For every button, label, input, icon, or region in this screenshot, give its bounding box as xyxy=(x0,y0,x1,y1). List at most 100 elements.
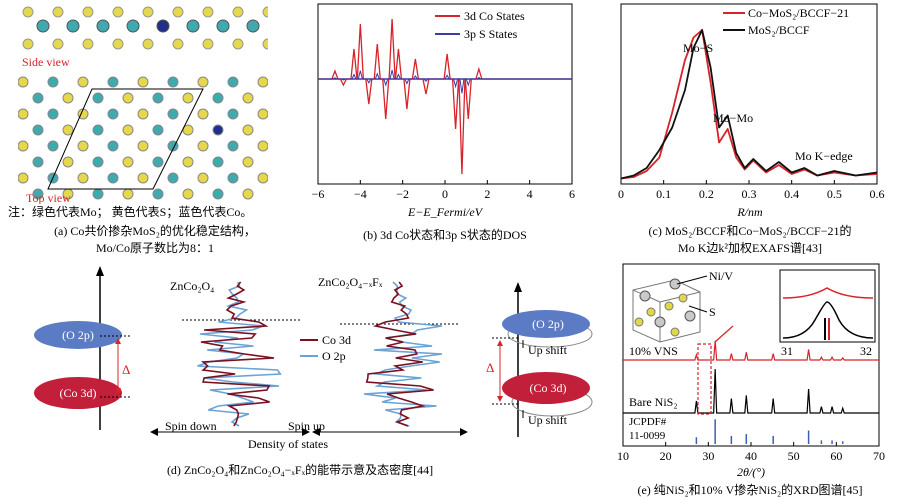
s-atom xyxy=(172,38,184,50)
lattice-atom xyxy=(197,108,209,120)
xrd-chart-svg: 10 20 30 40 50 60 70 Ni/V S 31 32 10 xyxy=(617,263,885,479)
crystal-structure-icon xyxy=(632,275,708,343)
lattice-atom xyxy=(137,76,149,88)
lattice-atom xyxy=(107,76,119,88)
exafs-x-axis-label: R/nm xyxy=(736,205,763,219)
lattice-atom xyxy=(92,188,104,200)
mo-atom xyxy=(186,19,200,33)
o2p-band-right xyxy=(502,310,590,338)
inset-x-31: 31 xyxy=(781,344,793,358)
band-dos-svg: (O 2p) (Co 3d) Δ ZnCo₂O₄ ZnCo₂O₄₋ₓFₓ Spi… xyxy=(34,266,593,451)
bare-nis2-xrd-line xyxy=(623,368,879,414)
dos-x-tick-label: 4 xyxy=(527,187,533,201)
panel-c-caption-1: (c) MoS₂/BCCF和Co−MoS₂/BCCF−21的 xyxy=(648,224,852,238)
legend-o2p-label: O 2p xyxy=(322,349,346,363)
s-atom xyxy=(22,6,34,18)
s-atom xyxy=(52,38,64,50)
lattice-atom xyxy=(77,140,89,152)
lattice-atom xyxy=(152,124,164,136)
panel-a-note: 注：绿色代表Mo； 黄色代表S；蓝色代表Co。 xyxy=(8,205,253,219)
s-atom xyxy=(202,6,214,18)
lattice-atom xyxy=(17,76,29,88)
legend-co-mos2-label: Co−MoS₂/BCCF−21 xyxy=(748,6,849,20)
lattice-atom xyxy=(32,156,44,168)
dos-title-left: ZnCo₂O₄ xyxy=(170,279,214,293)
legend-s-label: 3p S States xyxy=(464,27,518,41)
annotation-mo-mo: Mo−Mo xyxy=(713,111,753,125)
co3d-label-left: (Co 3d) xyxy=(60,386,97,400)
lattice-atom xyxy=(77,76,89,88)
o2p-dos-right xyxy=(363,281,443,427)
panel-e-caption: (e) 纯NiS₂和10% V掺杂NiS₂的XRD图谱[45] xyxy=(637,483,863,497)
lattice-atom xyxy=(257,76,269,88)
up-shift-label-1: Up shift xyxy=(528,343,568,357)
dos-plot-frame xyxy=(317,3,573,185)
xrd-x-tick-label: 70 xyxy=(873,449,885,463)
lattice-atom xyxy=(227,108,239,120)
lattice-atom xyxy=(62,124,74,136)
xrd-inset xyxy=(779,269,876,343)
exafs-x-tick-label: 0.2 xyxy=(699,187,714,201)
lattice-atom xyxy=(212,156,224,168)
s-atom xyxy=(112,38,124,50)
lattice-atom xyxy=(242,92,254,104)
lattice-atom xyxy=(167,76,179,88)
lattice-atom xyxy=(92,156,104,168)
xrd-x-axis-label: 2θ/(°) xyxy=(737,465,765,479)
density-of-states-label: Density of states xyxy=(248,437,328,451)
s-atom xyxy=(82,38,94,50)
co-states-line xyxy=(318,18,572,175)
lattice-atom xyxy=(17,140,29,152)
lattice-atom xyxy=(47,140,59,152)
lattice-atom xyxy=(77,172,89,184)
lattice-atom xyxy=(122,188,134,200)
lattice-atom xyxy=(92,92,104,104)
exafs-chart-svg: 0 0.1 0.2 0.3 0.4 0.5 0.6 Co−MoS₂/BCCF−21 MoS₂… xyxy=(618,3,885,219)
mos2-structure-figure: Side view Top view xyxy=(17,6,290,205)
lattice-atom xyxy=(122,124,134,136)
spin-down-label: Spin down xyxy=(165,419,217,433)
exafs-x-tick-label: 0.4 xyxy=(784,187,799,201)
exafs-x-tick-label: 0.5 xyxy=(827,187,842,201)
co3d-band-left xyxy=(34,377,122,409)
panel-c-exafs-chart: 0 0.1 0.2 0.3 0.4 0.5 0.6 Co−MoS₂/BCCF−21 MoS₂… xyxy=(605,2,895,227)
s-states-line xyxy=(318,69,572,94)
s-atom xyxy=(82,6,94,18)
panel-b-caption: (b) 3d Co状态和3p S状态的DOS xyxy=(363,228,527,242)
up-shift-label-2: Up shift xyxy=(528,413,568,427)
xrd-x-tick-label: 60 xyxy=(830,449,842,463)
lattice-atom xyxy=(257,108,269,120)
exafs-x-tick-label: 0.6 xyxy=(870,187,885,201)
dos-x-axis-label: E−E_Fermi/eV xyxy=(407,205,484,219)
co-atom xyxy=(156,19,170,33)
lattice-atom xyxy=(227,172,239,184)
lattice-atom xyxy=(152,188,164,200)
co3d-label-right: (Co 3d) xyxy=(530,381,567,395)
panel-d-band-dos: (O 2p) (Co 3d) Δ ZnCo₂O₄ ZnCo₂O₄₋ₓFₓ Spi… xyxy=(0,262,600,462)
lattice-atom xyxy=(227,140,239,152)
xrd-x-tick-label: 40 xyxy=(745,449,757,463)
legend-co-label: 3d Co States xyxy=(464,9,525,23)
lattice-atom xyxy=(257,172,269,184)
delta-right: Δ xyxy=(486,360,494,375)
exafs-x-tick-label: 0.1 xyxy=(656,187,671,201)
mo-atom xyxy=(216,19,230,33)
dos-x-tick-label: −6 xyxy=(312,187,325,201)
legend-co3d-label: Co 3d xyxy=(322,333,351,347)
dos-chart-svg: −6 −4 −2 0 2 4 6 3d Co States 3p S States E−E_… xyxy=(312,3,575,219)
o2p-label-right: (O 2p) xyxy=(532,317,564,331)
lattice-atom xyxy=(122,92,134,104)
dos-x-tick-label: −4 xyxy=(354,187,367,201)
bare-nis2-label: Bare NiS₂ xyxy=(629,395,678,409)
s-atom xyxy=(262,38,274,50)
peak-highlight-box xyxy=(697,343,712,415)
s-atom xyxy=(262,6,274,18)
mo-atom xyxy=(66,19,80,33)
co3d-dos-right xyxy=(365,281,434,427)
mos2-line xyxy=(620,29,878,180)
lattice-atom xyxy=(227,76,239,88)
left-band-schematic: (O 2p) (Co 3d) Δ xyxy=(34,266,132,430)
panel-d-caption: (d) ZnCo₂O₄和ZnCo₂O₄−ₓFₓ的能带示意及态密度[44] xyxy=(166,463,434,477)
inset-vns-peak xyxy=(782,287,874,299)
lattice-atom xyxy=(17,172,29,184)
